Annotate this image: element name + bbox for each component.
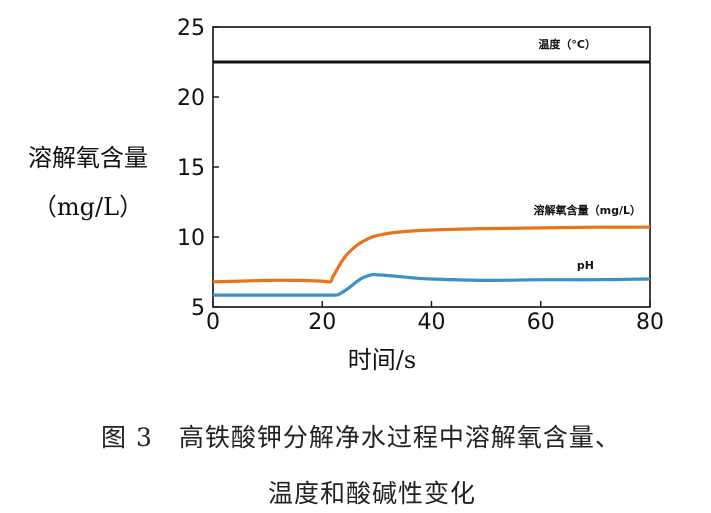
x-tick-label: 20 [308,310,336,335]
y-tick-label: 25 [177,16,205,41]
series-label: 温度（°C） [538,37,596,51]
x-tick-label: 80 [636,310,664,335]
x-tick-label: 40 [418,310,446,335]
x-tick-label: 0 [206,310,220,335]
series-line [212,225,651,284]
series-lines [212,60,651,297]
series-label: 溶解氧含量（mg/L） [534,203,641,217]
figure-caption-line1: 图 3 高铁酸钾分解净水过程中溶解氧含量、 [101,423,621,452]
axis-ticks: 0 20 40 60 80 5 10 15 20 25 [177,16,664,335]
x-tick-label: 60 [527,310,555,335]
y-axis-label-line1: 溶解氧含量 [28,144,148,172]
y-tick-label: 5 [191,296,205,321]
y-tick-label: 20 [177,86,205,111]
series-line [212,272,651,297]
figure-caption-line2: 温度和酸碱性变化 [268,479,477,508]
y-tick-label: 10 [177,226,205,251]
x-axis-label: 时间/s [347,346,417,374]
y-axis-label-line2: （mg/L） [32,193,144,221]
y-tick-label: 15 [177,156,205,181]
series-labels: 温度（°C） 溶解氧含量（mg/L） pH [534,37,641,272]
series-label: pH [577,259,594,272]
